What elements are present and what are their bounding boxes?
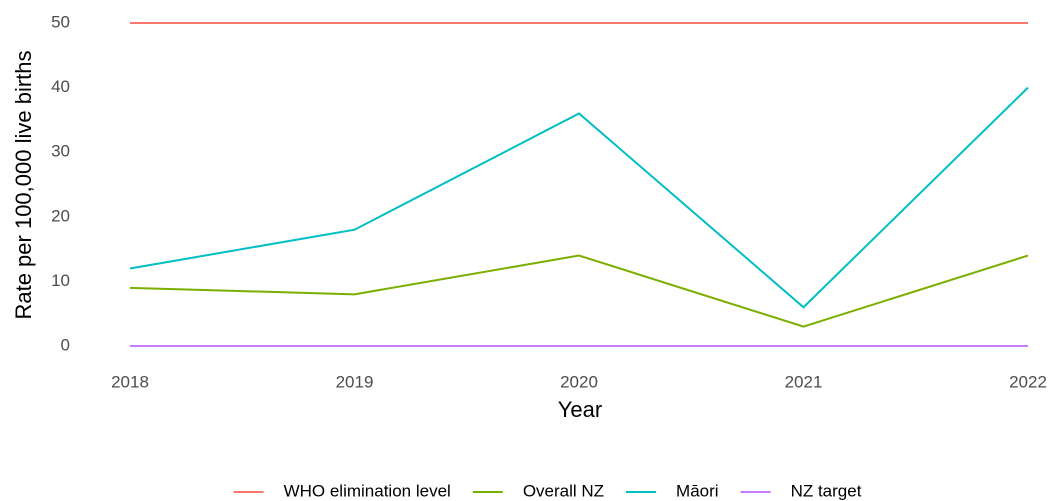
y-tick-label: 40 (51, 77, 70, 96)
legend-label: Māori (676, 481, 719, 500)
series-line (129, 86, 1029, 309)
x-tick-label: 2020 (560, 372, 598, 391)
legend-label: NZ target (791, 481, 862, 500)
x-tick-label: 2021 (785, 372, 823, 391)
legend: WHO elimination level Overall NZ Māori NZ t… (233, 481, 862, 500)
x-tick-label: 2018 (111, 372, 149, 391)
y-tick-label: 20 (51, 206, 70, 225)
y-tick-label: 0 (61, 335, 70, 354)
y-tick-label: 10 (51, 271, 70, 290)
legend-label: Overall NZ (523, 481, 604, 500)
y-axis-title: Rate per 100,000 live births (11, 50, 36, 319)
x-tick-label: 2022 (1009, 372, 1047, 391)
y-tick-label: 30 (51, 142, 70, 161)
x-tick-label: 2019 (336, 372, 374, 391)
y-tick-label: 50 (51, 12, 70, 31)
x-axis-title: Year (558, 397, 602, 422)
legend-label: WHO elimination level (284, 481, 451, 500)
series-line (129, 254, 1029, 328)
